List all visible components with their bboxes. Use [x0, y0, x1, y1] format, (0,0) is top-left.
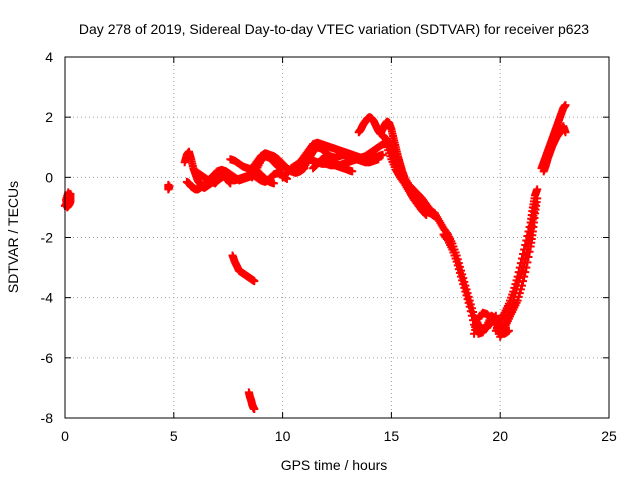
y-tick-label: -6 — [41, 350, 54, 366]
data-point — [421, 209, 430, 218]
data-point — [458, 276, 467, 285]
data-point — [561, 128, 570, 137]
x-tick-label: 5 — [170, 428, 178, 444]
data-point — [374, 155, 383, 164]
axis-ticks: 0 5 10 15 20 25 -8 -6 -4 -2 0 2 4 — [41, 49, 617, 444]
data-point — [466, 307, 475, 316]
data-point — [470, 329, 479, 338]
data-point — [513, 281, 522, 290]
data-point — [465, 302, 474, 311]
y-tick-label: 2 — [45, 109, 53, 125]
data-point — [510, 292, 519, 301]
data-point — [531, 200, 540, 209]
data-point — [471, 326, 480, 335]
y-tick-label: -8 — [41, 410, 54, 426]
x-tick-label: 10 — [275, 428, 291, 444]
data-point — [507, 304, 516, 313]
data-point — [472, 322, 481, 331]
y-tick-label: 4 — [45, 49, 53, 65]
data-point — [453, 261, 462, 270]
data-point — [515, 274, 524, 283]
y-tick-label: 0 — [45, 169, 53, 185]
data-point — [348, 167, 357, 176]
data-point — [519, 262, 528, 271]
data-point — [514, 277, 523, 286]
data-point — [459, 280, 468, 289]
data-point — [460, 283, 469, 292]
x-tick-label: 15 — [384, 428, 400, 444]
data-point — [64, 188, 73, 197]
grid — [65, 57, 609, 418]
data-point — [464, 298, 473, 307]
data-point — [250, 404, 259, 413]
chart-title: Day 278 of 2019, Sidereal Day-to-day VTE… — [79, 21, 589, 37]
data-point — [511, 289, 520, 298]
x-tick-label: 25 — [601, 428, 617, 444]
data-point — [533, 185, 542, 194]
y-tick-label: -2 — [41, 230, 54, 246]
data-point — [422, 210, 431, 219]
y-axis-label: SDTVAR / TECUs — [5, 181, 21, 293]
data-point — [455, 268, 464, 277]
data-point — [454, 265, 463, 274]
data-point — [226, 179, 235, 188]
data-point — [461, 287, 470, 296]
data-point — [165, 182, 174, 191]
data-point — [517, 266, 526, 275]
data-point — [504, 311, 513, 320]
x-tick-label: 20 — [492, 428, 508, 444]
data-point — [512, 285, 521, 294]
data-point — [516, 270, 525, 279]
data-points — [61, 101, 570, 413]
data-point — [457, 272, 466, 281]
x-axis-label: GPS time / hours — [281, 457, 388, 473]
y-tick-label: -4 — [41, 290, 54, 306]
data-point — [505, 307, 514, 316]
data-point — [463, 295, 472, 304]
data-point — [508, 300, 517, 309]
x-tick-label: 0 — [61, 428, 69, 444]
data-point — [520, 259, 529, 268]
data-point — [378, 150, 387, 159]
data-point — [521, 255, 530, 264]
data-point — [467, 311, 476, 320]
data-point — [509, 296, 518, 305]
data-point — [462, 291, 471, 300]
data-point — [250, 277, 259, 286]
data-point — [561, 101, 570, 110]
data-point — [473, 318, 482, 327]
data-point — [452, 257, 461, 266]
data-point — [469, 316, 477, 325]
data-point — [269, 179, 278, 188]
